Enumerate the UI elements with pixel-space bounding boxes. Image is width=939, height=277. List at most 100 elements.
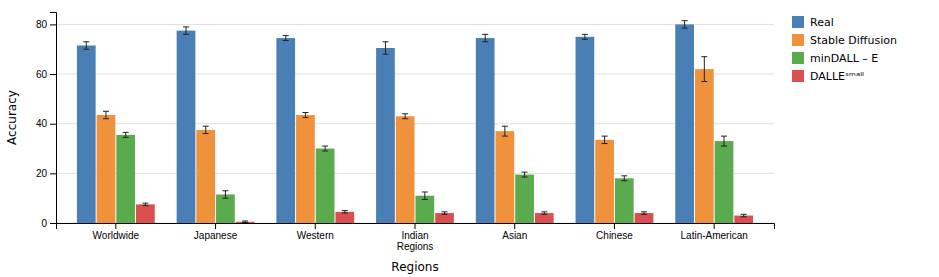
tick-mark [614,223,615,229]
error-bar [602,136,608,143]
legend-swatch [792,34,804,46]
tick-label: Worldwide [93,230,140,241]
tick: Western [297,223,334,241]
error-bar [741,214,747,216]
tick-label: 0 [41,218,47,229]
tick: 80 [36,19,56,30]
legend-label: DALLEˢᵐᵃˡˡ [810,70,864,83]
error-bar [342,211,348,213]
tick-label: Asian [502,230,527,241]
x-axis-title: Regions [391,260,438,274]
bar [615,178,634,223]
error-bar [322,146,328,151]
bar-series [136,203,753,223]
error-bar [222,191,228,198]
legend-item: minDALL – E [792,52,878,65]
legend-label: minDALL – E [810,52,878,65]
bar [396,116,415,223]
error-bar [103,111,109,118]
tick: 20 [36,168,56,179]
tick-mark [714,223,715,229]
bar [695,69,714,223]
tick-label: IndianRegions [397,230,434,252]
bar [136,204,155,223]
tick: Latin-American [681,223,748,241]
bar [595,140,614,223]
error-bar [402,114,408,119]
tick: Worldwide [93,223,140,241]
bar-series [97,57,714,223]
legend-label: Stable Diffusion [810,34,897,47]
bar-series [77,21,694,223]
axis-line [57,224,775,230]
tick-mark [50,24,56,25]
bar [196,130,215,223]
error-bar [382,42,388,54]
bar [236,222,255,223]
tick-label: Western [297,230,334,241]
tick-mark [115,223,116,229]
error-bar [283,36,289,41]
error-bar [502,126,508,136]
tick-mark [514,223,515,229]
tick-mark [415,223,416,229]
bar [576,37,595,223]
tick-mark [50,223,56,224]
bar [216,194,235,223]
error-bar [701,57,707,82]
bar [116,135,135,223]
error-bar [541,212,547,214]
error-bar [682,21,688,28]
error-bar [522,172,528,177]
error-bar [142,203,148,205]
legend-item: DALLEˢᵐᵃˡˡ [792,70,864,83]
grid-line [56,123,774,124]
bar [316,149,335,223]
bar [515,175,534,223]
bar [276,38,295,223]
bar [476,38,495,223]
tick-mark [215,223,216,229]
legend-swatch [792,52,804,64]
tick: Chinese [596,223,633,241]
grid-line [56,24,774,25]
legend-label: Real [810,16,834,29]
tick-mark [50,173,56,174]
legend-swatch [792,70,804,82]
tick-mark [50,74,56,75]
chart: 0 20 40 60 80 Worldwide Japanese Western IndianR… [0,0,939,277]
error-bar [442,212,448,214]
bar [97,115,116,223]
legend-swatch [792,16,804,28]
tick: 0 [41,218,56,229]
grid-line [56,173,774,174]
error-bar [242,221,248,222]
error-bar [641,212,647,214]
tick-mark [315,223,316,229]
tick-label: Chinese [596,230,633,241]
error-bar [302,113,308,118]
y-axis-title: Accuracy [5,90,19,145]
axis-line [50,13,57,224]
error-bar [203,126,209,133]
error-bar [83,42,89,49]
tick-label: 40 [36,118,48,129]
bar [376,48,395,223]
legend: Real Stable Diffusion minDALL – E DALLEˢᵐᵃˡ… [792,16,897,83]
tick-label: Latin-American [681,230,748,241]
error-bar [721,136,727,146]
tick-label: 60 [36,69,48,80]
bar [77,46,96,223]
error-bar [422,192,428,199]
error-bar [482,34,488,41]
tick: Asian [502,223,527,241]
bar [675,24,694,223]
tick-mark [50,124,56,125]
tick: Japanese [194,223,238,241]
marks [77,21,753,223]
tick-label: Japanese [194,230,238,241]
legend-item: Stable Diffusion [792,34,897,47]
bar-series [116,132,733,223]
tick-label: 80 [36,19,48,30]
tick: 60 [36,69,56,80]
